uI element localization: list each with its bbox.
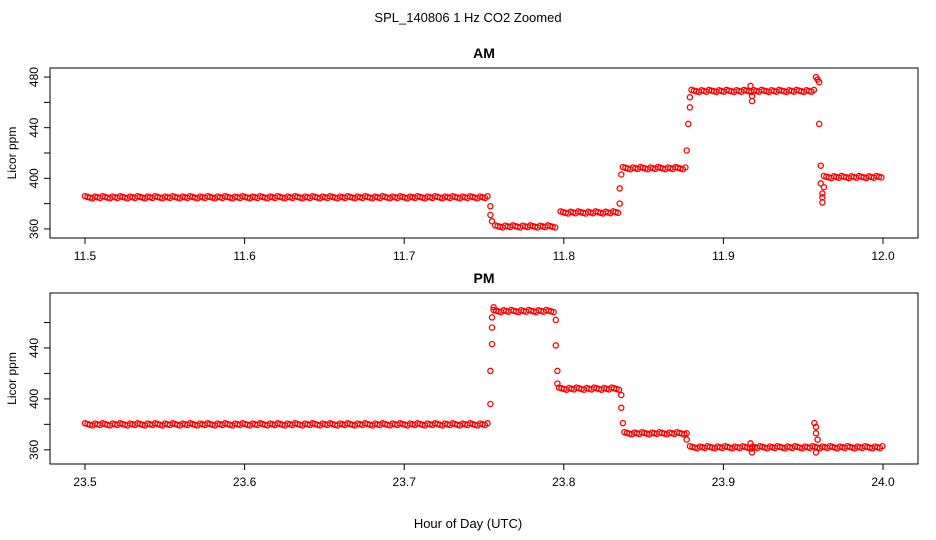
y-tick-label: 480 <box>27 67 41 87</box>
x-tick-label: 23.5 <box>73 475 97 489</box>
x-tick-label: 11.7 <box>393 249 416 263</box>
data-point <box>819 190 826 197</box>
data-point <box>552 316 560 324</box>
data-point <box>879 442 886 450</box>
data-point <box>817 180 825 187</box>
x-tick-label: 12.0 <box>871 249 895 263</box>
panel-title: PM <box>474 270 495 286</box>
x-tick-label: 11.8 <box>553 249 576 263</box>
data-point <box>812 423 820 431</box>
data-point <box>554 380 561 387</box>
data-point <box>551 224 559 231</box>
data-point <box>484 420 491 427</box>
data-point <box>685 120 692 128</box>
data-point <box>683 436 690 443</box>
data-series <box>81 73 885 231</box>
data-point <box>487 211 494 219</box>
data-point <box>815 120 823 128</box>
panel-pm: PM Licor ppm 23.5 23.6 23.7 23.8 23.9 24.0 360 40… <box>5 270 919 489</box>
plot-frame <box>49 292 919 465</box>
data-point <box>554 367 561 375</box>
data-point <box>488 324 496 331</box>
data-point <box>819 199 826 206</box>
data-point <box>615 386 623 393</box>
data-point <box>488 340 496 348</box>
data-point <box>682 164 689 171</box>
y-tick-label: 400 <box>27 389 41 409</box>
data-point <box>820 183 828 191</box>
data-point <box>618 171 625 178</box>
data-point <box>686 104 694 111</box>
data-point <box>815 78 823 86</box>
data-point <box>490 303 497 311</box>
data-point <box>550 308 557 316</box>
y-tick-label: 360 <box>27 219 41 239</box>
data-point <box>614 209 622 217</box>
page-title: SPL_140806 1 Hz CO2 Zoomed <box>374 10 562 25</box>
data-point <box>811 419 818 427</box>
data-point <box>812 449 820 456</box>
data-point <box>748 445 756 452</box>
panel-title: AM <box>473 45 495 61</box>
x-tick-label: 23.9 <box>712 475 736 489</box>
data-series <box>81 303 886 456</box>
x-tick-label: 11.5 <box>74 249 97 263</box>
data-point <box>618 404 625 412</box>
data-point <box>812 430 820 437</box>
data-point <box>487 202 494 210</box>
x-tick-label: 23.6 <box>233 475 257 489</box>
data-point <box>747 82 754 90</box>
data-point <box>814 436 821 443</box>
y-axis-label: Licor ppm <box>5 127 19 180</box>
panel-am: AM Licor ppm 11.5 11.6 11.7 11.8 11.9 12.0 360 40… <box>5 45 919 263</box>
y-tick-label: 360 <box>27 439 41 459</box>
data-point <box>683 147 690 154</box>
y-tick-label: 400 <box>27 168 41 188</box>
data-point <box>810 86 818 94</box>
x-tick-label: 23.8 <box>552 475 576 489</box>
data-point <box>488 314 496 321</box>
data-point <box>748 97 756 105</box>
x-tick-label: 23.7 <box>393 475 417 489</box>
x-axis-label: Hour of Day (UTC) <box>413 516 523 531</box>
data-point <box>488 218 496 225</box>
data-point <box>878 174 885 181</box>
data-point <box>616 185 623 192</box>
data-point <box>487 400 494 408</box>
data-point <box>552 342 560 349</box>
data-point <box>686 94 694 101</box>
x-tick-label: 11.6 <box>233 249 256 263</box>
x-tick-label: 11.9 <box>712 249 735 263</box>
data-point <box>683 430 690 437</box>
y-tick-label: 440 <box>27 338 41 358</box>
data-point <box>619 419 627 427</box>
data-point <box>487 367 494 375</box>
data-point <box>817 162 825 169</box>
y-axis-label: Licor ppm <box>5 352 19 405</box>
data-point <box>484 192 491 200</box>
data-point <box>616 200 623 207</box>
data-point <box>618 391 625 399</box>
data-point <box>748 449 756 456</box>
y-tick-label: 440 <box>27 117 41 137</box>
x-tick-label: 24.0 <box>871 475 895 489</box>
